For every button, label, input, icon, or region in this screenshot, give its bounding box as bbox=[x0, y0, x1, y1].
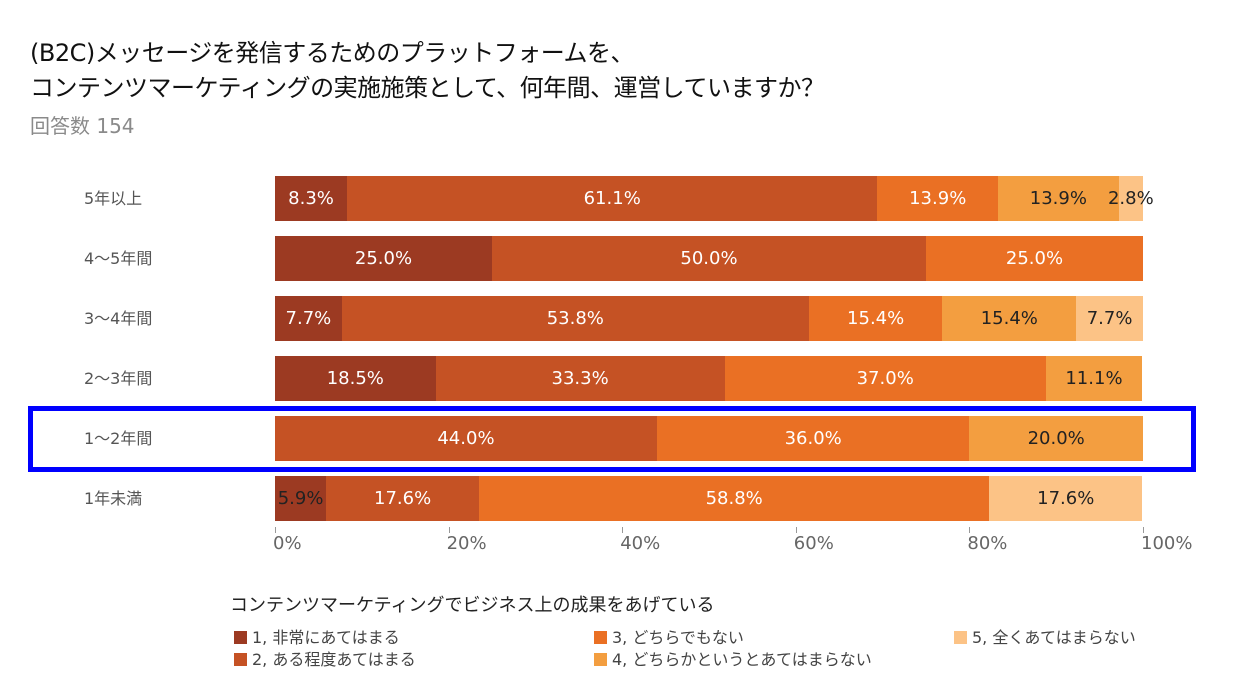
x-tick-label: 20% bbox=[446, 533, 487, 554]
data-label: 25.0% bbox=[354, 248, 413, 269]
chart-title-line2: コンテンツマーケティングの実施施策として、何年間、運営していますか？ bbox=[30, 74, 825, 102]
x-tick bbox=[969, 527, 971, 533]
legend-label: 3, どちらでもない bbox=[612, 628, 744, 647]
data-label: 53.8% bbox=[546, 308, 604, 329]
bar-segment bbox=[275, 356, 436, 401]
data-label: 13.9% bbox=[909, 188, 967, 209]
legend-label: 4, どちらかというとあてはまらない bbox=[612, 650, 872, 669]
category-label: 5年以上 bbox=[84, 189, 143, 208]
x-tick-label: 40% bbox=[620, 533, 661, 554]
bar-segment bbox=[942, 296, 1077, 341]
legend-item: 1, 非常にあてはまる bbox=[234, 628, 400, 648]
category-label: 4〜5年間 bbox=[84, 249, 153, 268]
category-label: 2〜3年間 bbox=[84, 369, 153, 388]
data-label: 5.9% bbox=[277, 488, 324, 509]
chart-title-line1: (B2C)メッセージを発信するためのプラットフォームを、 bbox=[30, 39, 635, 67]
data-label: 11.1% bbox=[1065, 368, 1123, 389]
data-label: 44.0% bbox=[437, 428, 495, 449]
bar-segment bbox=[347, 176, 878, 221]
bar-segment bbox=[275, 416, 657, 461]
response-count: 回答数 154 bbox=[30, 114, 135, 138]
highlight-box bbox=[28, 406, 1196, 472]
data-label: 36.0% bbox=[784, 428, 842, 449]
bar-segment bbox=[1045, 356, 1143, 401]
legend-swatch bbox=[594, 653, 607, 666]
x-tick-label: 80% bbox=[967, 533, 1008, 554]
category-label: 1年未満 bbox=[84, 489, 143, 508]
bar-segment bbox=[926, 236, 1143, 281]
bar-row: 5.9% 17.6% 58.8% 17.6% bbox=[275, 476, 1143, 521]
bar-segment bbox=[341, 296, 809, 341]
data-label: 33.3% bbox=[551, 368, 609, 389]
data-label: 58.8% bbox=[705, 488, 763, 509]
data-label: 17.6% bbox=[374, 488, 432, 509]
bar-row: 7.7% 53.8% 15.4% 15.4% 7.7% bbox=[275, 296, 1143, 341]
data-label: 61.1% bbox=[583, 188, 641, 209]
x-tick-label: 100% bbox=[1141, 533, 1193, 554]
bar-segment bbox=[435, 356, 725, 401]
legend-swatch bbox=[234, 653, 247, 666]
bar-segment bbox=[656, 416, 970, 461]
bar-row: 8.3% 61.1% 13.9% 13.9% 2.8% bbox=[275, 176, 1154, 221]
data-label: 50.0% bbox=[680, 248, 738, 269]
bar-segment bbox=[326, 476, 479, 521]
bar-segment bbox=[275, 476, 327, 521]
bar-row: 44.0% 36.0% 20.0% bbox=[275, 416, 1143, 461]
data-label: 15.4% bbox=[980, 308, 1038, 329]
bar-segment bbox=[877, 176, 999, 221]
x-tick-label: 0% bbox=[273, 533, 302, 554]
x-tick bbox=[622, 527, 624, 533]
x-tick bbox=[448, 527, 450, 533]
bar-segment bbox=[808, 296, 943, 341]
bar-segment bbox=[989, 476, 1143, 521]
bar-segment bbox=[1076, 296, 1143, 341]
legend-item: 5, 全くあてはまらない bbox=[954, 628, 1136, 648]
bar-row: 25.0% 50.0% 25.0% bbox=[275, 236, 1143, 281]
data-label: 17.6% bbox=[1037, 488, 1095, 509]
category-label: 3〜4年間 bbox=[84, 309, 153, 328]
data-label: 20.0% bbox=[1027, 428, 1085, 449]
data-label: 18.5% bbox=[326, 368, 384, 389]
data-label: 13.9% bbox=[1029, 188, 1087, 209]
legend-swatch bbox=[234, 631, 247, 644]
legend-label: 5, 全くあてはまらない bbox=[972, 628, 1136, 647]
legend-swatch bbox=[594, 631, 607, 644]
bar-segment bbox=[275, 296, 342, 341]
legend-label: 1, 非常にあてはまる bbox=[252, 628, 400, 647]
data-label: 2.8% bbox=[1107, 188, 1154, 209]
legend-item: 4, どちらかというとあてはまらない bbox=[594, 650, 872, 670]
data-label: 25.0% bbox=[1005, 248, 1064, 269]
bar-segment bbox=[478, 476, 990, 521]
bar-segment bbox=[1118, 176, 1143, 221]
data-label: 37.0% bbox=[856, 368, 914, 389]
data-label: 7.7% bbox=[285, 308, 332, 329]
x-tick bbox=[795, 527, 797, 533]
legend-swatch bbox=[954, 631, 967, 644]
legend-title: コンテンツマーケティングでビジネス上の成果をあげている bbox=[230, 595, 715, 616]
bar-segment bbox=[492, 236, 926, 281]
data-label: 8.3% bbox=[288, 188, 334, 209]
bar-segment bbox=[998, 176, 1119, 221]
x-tick bbox=[1143, 527, 1144, 533]
x-tick-label: 60% bbox=[793, 533, 834, 554]
bar-segment bbox=[724, 356, 1046, 401]
legend-label: 2, ある程度あてはまる bbox=[252, 650, 416, 669]
bar-segment bbox=[969, 416, 1143, 461]
bar-row: 18.5% 33.3% 37.0% 11.1% bbox=[275, 356, 1143, 401]
legend-item: 2, ある程度あてはまる bbox=[234, 650, 416, 670]
chart-title: (B2C)メッセージを発信するためのプラットフォームを、 コンテンツマーケティン… bbox=[30, 36, 825, 106]
data-label: 7.7% bbox=[1086, 308, 1133, 329]
legend-item: 3, どちらでもない bbox=[594, 628, 744, 648]
category-label: 1〜2年間 bbox=[84, 429, 153, 448]
x-tick bbox=[275, 527, 276, 533]
bar-segment bbox=[275, 236, 492, 281]
data-label: 15.4% bbox=[847, 308, 905, 329]
bar-segment bbox=[275, 176, 348, 221]
